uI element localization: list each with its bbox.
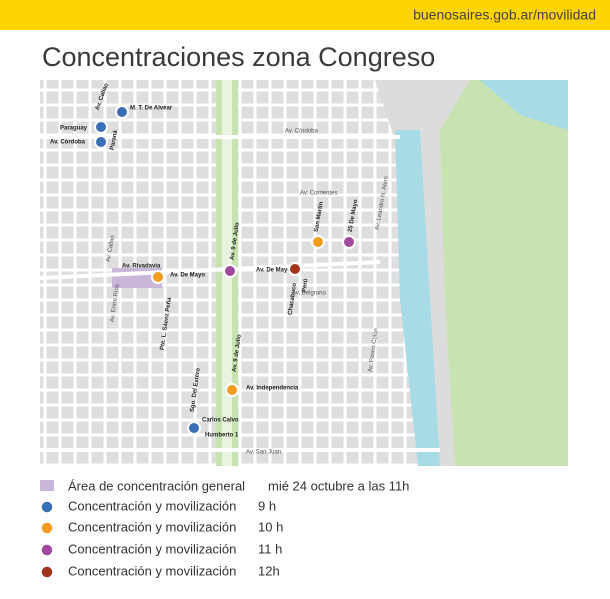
legend-label: Concentración y movilización bbox=[68, 498, 236, 513]
street-label: Av. 9 de Julio bbox=[230, 222, 241, 261]
legend-time: 9 h bbox=[258, 498, 276, 513]
street-label: Paraná bbox=[110, 129, 119, 150]
street-label: Av. Corrientes bbox=[300, 191, 337, 197]
legend-swatch bbox=[40, 543, 54, 557]
street-label: San Martín bbox=[314, 201, 325, 233]
legend-swatch bbox=[40, 500, 54, 514]
marker-10h bbox=[151, 270, 165, 284]
marker-9h bbox=[115, 105, 129, 119]
marker-10h bbox=[225, 383, 239, 397]
street-label: Perú bbox=[302, 278, 310, 292]
legend-swatch bbox=[40, 480, 54, 491]
street-label: Av. Belgrano bbox=[292, 291, 326, 297]
marker-12h bbox=[288, 262, 302, 276]
street-label: Av. 9 de Julio bbox=[232, 334, 243, 373]
markers bbox=[94, 105, 356, 435]
marker-9h bbox=[187, 421, 201, 435]
header-url: buenosaires.gob.ar/movilidad bbox=[413, 7, 596, 23]
street-label: Av. Córdoba bbox=[50, 140, 86, 146]
title: Concentraciones zona Congreso bbox=[42, 42, 435, 72]
map bbox=[39, 80, 568, 466]
legend-label: Concentración y movilización bbox=[68, 563, 236, 578]
street-label: Av. Entre Ríos bbox=[110, 284, 121, 323]
legend-swatch bbox=[40, 521, 54, 535]
marker-9h bbox=[94, 135, 108, 149]
legend-time: 11 h bbox=[258, 541, 282, 556]
street-label: Chacabuco bbox=[288, 282, 298, 315]
legend-label: Concentración y movilización bbox=[68, 541, 236, 556]
legend-date: mié 24 octubre a las 11h bbox=[268, 478, 409, 493]
street-label: Av. San Juan bbox=[246, 450, 281, 456]
legend: Área de concentración general mié 24 oct… bbox=[40, 478, 409, 579]
legend-time: 10 h bbox=[258, 519, 283, 534]
street-label: Paraguay bbox=[60, 126, 88, 132]
marker-11h bbox=[342, 235, 356, 249]
marker-10h bbox=[311, 235, 325, 249]
street-label: Av. De Mayo bbox=[170, 273, 205, 279]
marker-9h bbox=[94, 120, 108, 134]
street-label: Humberto 1 bbox=[205, 433, 239, 439]
street-label: Av. Independencia bbox=[246, 386, 299, 392]
header-bar bbox=[0, 0, 610, 30]
legend-time: 12h bbox=[258, 563, 280, 578]
street-label: Av. Rivadavia bbox=[122, 264, 161, 270]
legend-swatch bbox=[40, 565, 54, 579]
street-label: Av. Callao bbox=[106, 235, 117, 263]
legend-label: Concentración y movilización bbox=[68, 519, 236, 534]
street-label: Av. De Mayo bbox=[256, 268, 291, 274]
street-label: Av. Córdoba bbox=[285, 129, 318, 135]
street-label: M. T. De Alvear bbox=[130, 106, 173, 112]
legend-label: Área de concentración general bbox=[68, 478, 245, 493]
street-label: Carlos Calvo bbox=[202, 418, 239, 424]
marker-11h bbox=[223, 264, 237, 278]
street-label: 25 De Mayo bbox=[348, 199, 360, 233]
